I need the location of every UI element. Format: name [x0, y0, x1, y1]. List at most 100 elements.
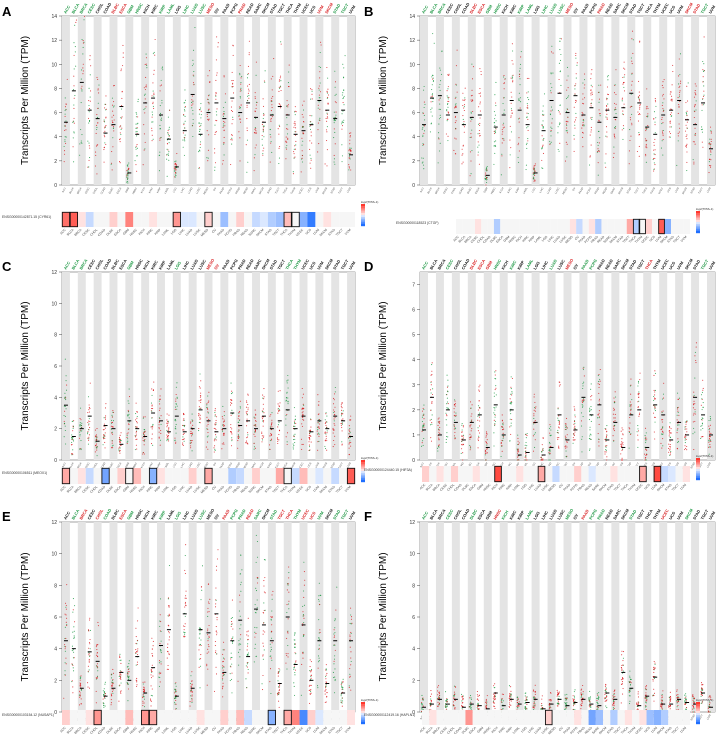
scatter-point [119, 125, 122, 127]
scatter-point [477, 430, 479, 432]
scatter-point [301, 414, 303, 416]
scatter-point [564, 446, 566, 448]
heatmap-label: TGCT [335, 228, 344, 237]
scatter-point [645, 108, 647, 110]
scatter-point [668, 136, 670, 138]
scatter-point [535, 406, 537, 408]
scatter-point [701, 131, 703, 133]
scatter-point [270, 78, 272, 80]
scatter-point [607, 103, 609, 105]
scatter-point [591, 395, 593, 397]
scatter-point [437, 418, 439, 420]
scatter-point [478, 93, 480, 95]
scatter-point [269, 435, 271, 437]
scatter-point [534, 407, 536, 409]
x-tick-label: LIHC [179, 186, 185, 193]
scatter-point [215, 436, 217, 438]
scatter-point [342, 410, 344, 412]
scatter-point [437, 421, 439, 423]
scatter-point [262, 128, 264, 130]
scatter-point [541, 167, 543, 169]
scatter-point [135, 146, 137, 148]
cancer-header-label: GBM [126, 259, 135, 270]
scatter-point [200, 401, 202, 403]
heatmap-cell [474, 219, 482, 234]
scatter-point [183, 114, 185, 116]
scatter-point [88, 420, 90, 422]
scatter-point [477, 427, 479, 429]
scatter-point [470, 435, 472, 437]
scatter-point [286, 443, 288, 446]
scatter-point [319, 117, 321, 119]
scatter-point [598, 113, 600, 115]
scatter-point [158, 417, 160, 419]
scatter-point [231, 409, 233, 411]
scale-swatch [361, 464, 365, 467]
scatter-point [533, 165, 535, 167]
scatter-point [143, 444, 145, 446]
scatter-point [285, 424, 287, 426]
scatter-point [112, 411, 114, 413]
scatter-point [348, 429, 350, 431]
scatter-point [454, 399, 456, 401]
scatter-point [470, 111, 472, 113]
scatter-point [325, 412, 327, 414]
scatter-point [629, 139, 631, 142]
scatter-point [64, 141, 66, 143]
cancer-band [236, 272, 245, 460]
x-tick-label: PCPG [585, 187, 592, 195]
scatter-point [326, 149, 328, 151]
scatter-point [637, 434, 639, 436]
scatter-point [661, 140, 663, 142]
scatter-point [144, 107, 146, 109]
x-tick-label: LAML [522, 461, 529, 469]
scatter-point [135, 434, 137, 436]
scatter-point [439, 142, 441, 144]
scatter-point [237, 447, 239, 449]
scatter-point [526, 112, 528, 114]
scatter-point [455, 138, 457, 140]
scatter-point [503, 428, 505, 430]
scatter-point [303, 133, 305, 135]
scatter-point [423, 424, 425, 426]
scatter-point [606, 425, 608, 427]
scatter-point [309, 154, 311, 156]
scatter-point [655, 101, 657, 103]
scatter-point [190, 433, 192, 435]
scatter-point [150, 426, 152, 428]
scatter-point [605, 449, 607, 451]
scatter-point [168, 151, 170, 153]
x-tick-label: SARC [609, 461, 616, 469]
cancer-header-label: SKCM [260, 507, 271, 520]
scatter-point [198, 109, 200, 111]
scatter-point [494, 371, 496, 373]
cancer-header-label: PRAD [237, 2, 247, 14]
scatter-point [710, 432, 712, 435]
scatter-point [324, 431, 326, 434]
cancer-header-label: STAD [268, 3, 278, 15]
scatter-point [184, 99, 186, 101]
scatter-point [86, 433, 89, 435]
scatter-point [662, 427, 664, 429]
scatter-point [486, 165, 488, 168]
scatter-point [599, 378, 601, 380]
scatter-point [615, 113, 617, 115]
scatter-point [630, 57, 632, 59]
scatter-point [231, 439, 233, 441]
scatter-point [606, 113, 608, 115]
scatter-point [551, 86, 553, 88]
heatmap-cell [307, 212, 316, 227]
scatter-point [645, 155, 647, 157]
scatter-point [566, 132, 568, 134]
scatter-point [271, 422, 273, 425]
scatter-point [288, 64, 290, 66]
scatter-point [590, 117, 592, 119]
scatter-point [153, 93, 155, 95]
scatter-point [278, 439, 280, 441]
scatter-point [97, 122, 99, 124]
scatter-point [325, 413, 327, 415]
scatter-point [121, 97, 123, 99]
scatter-point [96, 76, 98, 78]
scatter-point [471, 89, 473, 91]
scatter-point [510, 433, 512, 435]
